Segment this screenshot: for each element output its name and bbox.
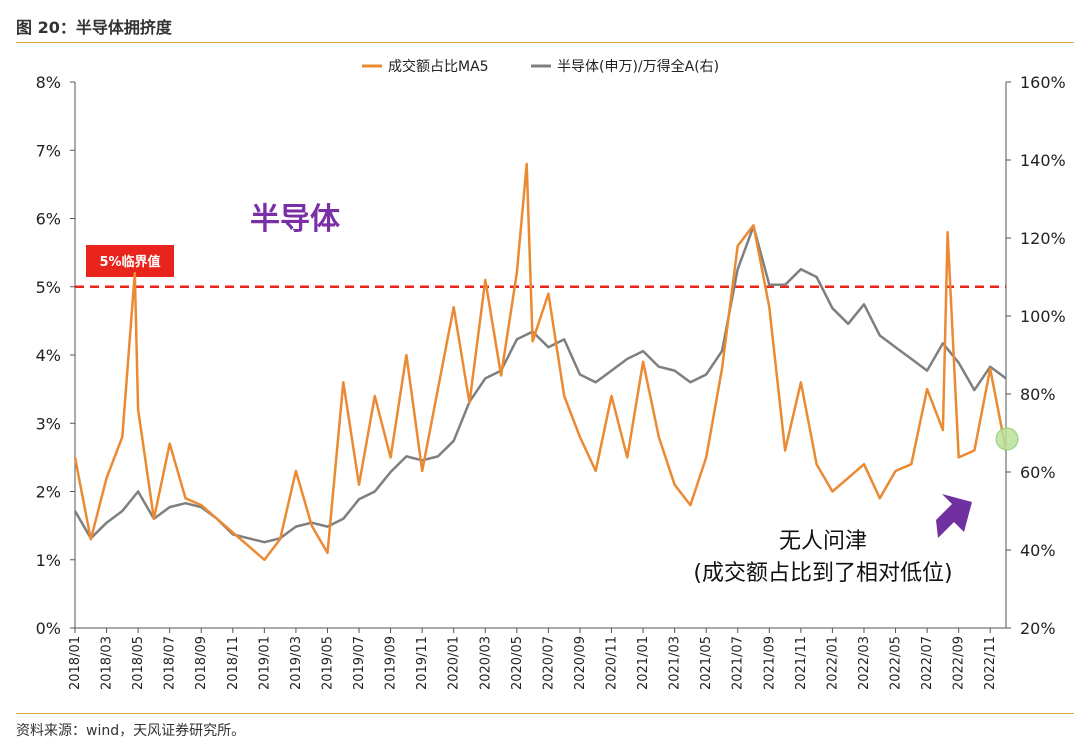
left-tick-label: 8% <box>36 73 61 92</box>
x-tick-label: 2018/05 <box>131 636 146 690</box>
left-tick-label: 1% <box>36 551 61 570</box>
x-tick-label: 2022/09 <box>952 636 967 690</box>
purple-arrow <box>936 494 972 538</box>
left-tick-label: 7% <box>36 141 61 160</box>
x-tick-label: 2019/03 <box>289 636 304 690</box>
left-tick-label: 6% <box>36 210 61 229</box>
x-tick-label: 2022/07 <box>920 636 935 690</box>
x-tick-label: 2020/09 <box>573 636 588 690</box>
x-tick-label: 2022/05 <box>889 636 904 690</box>
x-tick-label: 2018/01 <box>68 636 83 690</box>
x-tick-label: 2020/05 <box>510 636 525 690</box>
x-tick-label: 2019/11 <box>415 636 430 690</box>
right-tick-label: 20% <box>1020 619 1056 638</box>
legend: 成交额占比MA5 半导体(申万)/万得全A(右) <box>362 58 719 75</box>
x-tick-label: 2020/03 <box>478 636 493 690</box>
series-orange-line <box>73 162 1008 562</box>
right-tick-label: 40% <box>1020 541 1056 560</box>
left-tick-label: 2% <box>36 483 61 502</box>
x-tick-label: 2021/09 <box>762 636 777 690</box>
x-tick-label: 2020/07 <box>541 636 556 690</box>
x-tick-label: 2022/03 <box>857 636 872 690</box>
legend-gray-label: 半导体(申万)/万得全A(右) <box>557 58 719 75</box>
x-tick-label: 2021/05 <box>699 636 714 690</box>
x-tick-label: 2019/07 <box>352 636 367 690</box>
source-note: 资料来源：wind，天风证券研究所。 <box>16 723 246 739</box>
right-y-ticks: 20% 40% 60% 80% 100% 120% 140% 160% <box>1006 73 1066 638</box>
note-line-1: 无人问津 <box>779 529 867 554</box>
left-tick-label: 3% <box>36 414 61 433</box>
right-tick-label: 80% <box>1020 385 1056 404</box>
threshold-label-box <box>86 245 174 277</box>
legend-orange-label: 成交额占比MA5 <box>388 58 489 75</box>
right-tick-label: 100% <box>1020 307 1066 326</box>
x-tick-label: 2018/09 <box>194 636 209 690</box>
sector-label: 半导体 <box>250 202 341 237</box>
threshold-label: 5%临界值 <box>99 254 160 270</box>
note-line-2: (成交额占比到了相对低位) <box>693 561 952 586</box>
x-tick-label: 2021/11 <box>794 636 809 690</box>
x-tick-label: 2018/11 <box>226 636 241 690</box>
right-tick-label: 140% <box>1020 151 1066 170</box>
x-tick-label: 2019/09 <box>384 636 399 690</box>
x-tick-label: 2021/01 <box>636 636 651 690</box>
series-gray-line <box>73 225 1007 544</box>
left-y-ticks: 0% 1% 2% 3% 4% 5% 6% 7% 8% <box>36 73 75 638</box>
x-tick-label: 2020/11 <box>605 636 620 690</box>
top-divider <box>16 42 1074 43</box>
x-tick-label: 2021/07 <box>731 636 746 690</box>
left-tick-label: 0% <box>36 619 61 638</box>
x-tick-label: 2019/01 <box>257 636 272 690</box>
x-tick-label: 2020/01 <box>447 636 462 690</box>
x-tick-label: 2019/05 <box>320 636 335 690</box>
x-tick-label: 2021/03 <box>668 636 683 690</box>
left-tick-label: 4% <box>36 346 61 365</box>
x-tick-label: 2022/01 <box>825 636 840 690</box>
figure-title: 图 20：半导体拥挤度 <box>16 18 172 37</box>
right-tick-label: 120% <box>1020 229 1066 248</box>
x-tick-label: 2018/03 <box>100 636 115 690</box>
right-tick-label: 60% <box>1020 463 1056 482</box>
latest-point-marker <box>995 427 1019 451</box>
bottom-divider <box>16 713 1074 714</box>
x-tick-label: 2018/07 <box>163 636 178 690</box>
x-tick-label: 2022/11 <box>983 636 998 690</box>
x-ticks: 2018/01 2018/03 2018/05 2018/07 2018/09 2018/… <box>68 628 998 690</box>
right-tick-label: 160% <box>1020 73 1066 92</box>
left-tick-label: 5% <box>36 278 61 297</box>
